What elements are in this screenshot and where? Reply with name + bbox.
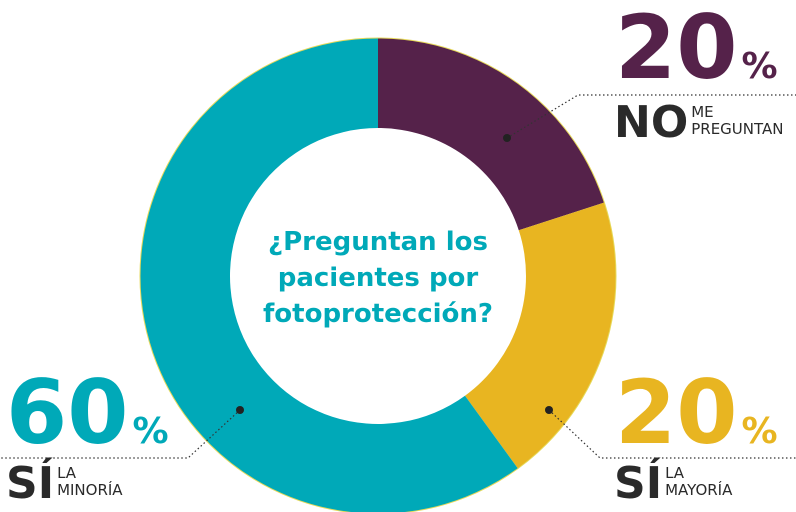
category-main: NO <box>614 97 688 148</box>
category-sub: LA <box>665 464 685 482</box>
value-unit: % <box>741 46 777 87</box>
leader-line <box>506 94 796 139</box>
leader-line <box>548 409 796 459</box>
category-sub: LA <box>57 464 77 482</box>
value-label: 20 <box>615 0 737 99</box>
value-unit: % <box>741 411 777 452</box>
leader-dot <box>545 406 553 414</box>
leader-dot <box>503 134 511 142</box>
category-sub: MAYORÍA <box>665 480 733 499</box>
leader-line <box>0 409 241 459</box>
center-title: ¿Preguntan los <box>268 227 488 257</box>
value-label: 20 <box>615 361 737 464</box>
leader-dot <box>236 406 244 414</box>
category-sub: ME <box>691 103 713 121</box>
donut-slice <box>378 38 605 231</box>
donut-slice <box>140 38 518 512</box>
donut-outline <box>139 37 617 512</box>
category-main: SÍ <box>6 456 54 509</box>
value-unit: % <box>132 411 168 452</box>
donut-slice <box>464 202 616 469</box>
category-sub: PREGUNTAN <box>691 120 783 138</box>
category-sub: MINORÍA <box>57 480 123 499</box>
center-title: fotoprotección? <box>263 299 493 329</box>
center-title: pacientes por <box>278 263 479 293</box>
category-main: SÍ <box>614 456 662 509</box>
value-label: 60 <box>6 361 128 464</box>
